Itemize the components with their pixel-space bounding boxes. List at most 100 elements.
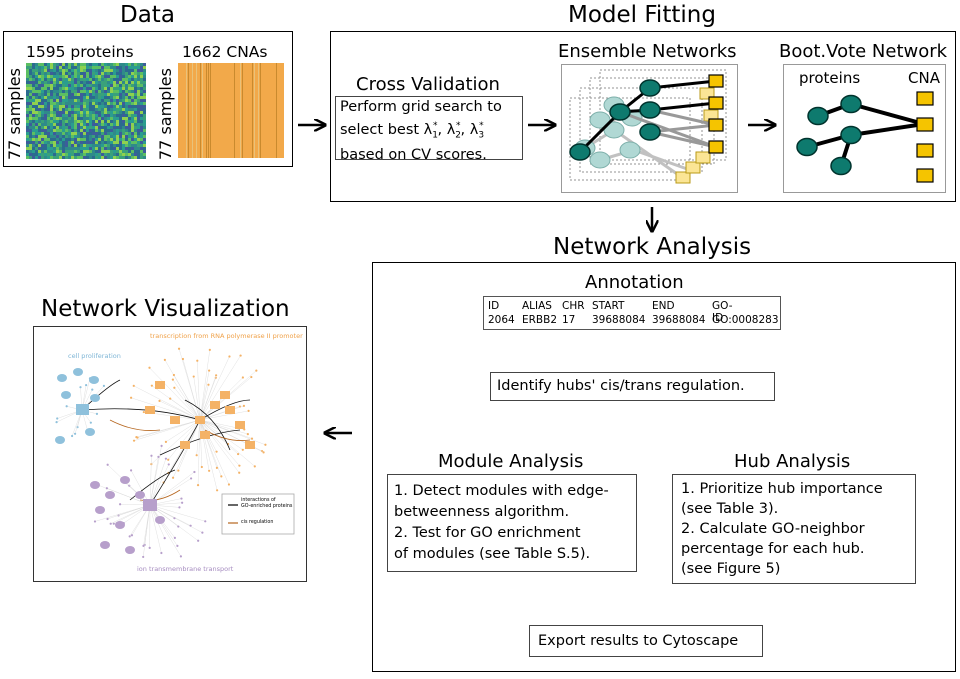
protein-heatmap-cell [128,117,131,120]
protein-heatmap-cell [107,150,110,153]
protein-heatmap-cell [110,135,113,138]
protein-heatmap-cell [68,63,71,66]
protein-heatmap-cell [107,69,110,72]
protein-heatmap-cell [68,102,71,105]
protein-heatmap-cell [125,66,128,69]
ensemble-networks-frame [561,64,738,193]
protein-heatmap-cell [143,99,146,102]
protein-heatmap-cell [83,78,86,81]
protein-heatmap-cell [92,129,95,132]
protein-heatmap-cell [119,132,122,135]
protein-heatmap-cell [74,69,77,72]
protein-heatmap-cell [44,105,47,108]
protein-heatmap-cell [26,117,29,120]
protein-heatmap-cell [134,108,137,111]
protein-heatmap-cell [86,66,89,69]
protein-heatmap-cell [119,75,122,78]
protein-heatmap-cell [32,102,35,105]
protein-heatmap-cell [41,78,44,81]
protein-heatmap-cell [101,105,104,108]
viz-peripheral-node [79,386,82,389]
protein-heatmap-cell [35,78,38,81]
viz-peripheral-node [169,397,172,400]
protein-heatmap-cell [77,138,80,141]
protein-heatmap-cell [68,150,71,153]
protein-heatmap-cell [89,120,92,123]
protein-heatmap-cell [134,69,137,72]
protein-heatmap-cell [29,87,32,90]
protein-heatmap-cell [50,96,53,99]
viz-purple-hub [143,499,157,511]
protein-heatmap-cell [41,117,44,120]
protein-heatmap-cell [56,138,59,141]
protein-heatmap-cell [83,126,86,129]
protein-heatmap-cell [122,66,125,69]
protein-heatmap-cell [134,72,137,75]
protein-heatmap-cell [122,114,125,117]
protein-heatmap-cell [71,84,74,87]
protein-heatmap-cell [137,147,140,150]
protein-heatmap-cell [95,90,98,93]
viz-purple-node [125,546,135,554]
protein-heatmap-cell [143,75,146,78]
protein-heatmap-cell [101,144,104,147]
protein-heatmap-cell [116,141,119,144]
protein-heatmap-cell [32,153,35,156]
viz-peripheral-node [196,359,199,362]
protein-heatmap-cell [125,114,128,117]
protein-heatmap-cell [122,111,125,114]
protein-heatmap-cell [110,108,113,111]
protein-heatmap-cell [26,141,29,144]
protein-heatmap-cell [35,66,38,69]
viz-edge [199,349,211,421]
protein-heatmap-cell [80,69,83,72]
protein-heatmap-cell [101,69,104,72]
protein-heatmap-cell [116,108,119,111]
protein-heatmap-cell [71,117,74,120]
protein-heatmap-cell [140,99,143,102]
viz-edge [199,356,230,421]
protein-heatmap-cell [50,135,53,138]
viz-blue-node [89,376,99,384]
protein-heatmap-cell [62,69,65,72]
protein-heatmap-cell [131,78,134,81]
protein-heatmap-cell [59,66,62,69]
protein-heatmap-cell [92,99,95,102]
hub-line-2: (see Table 3). [681,501,779,517]
protein-heatmap-cell [110,153,113,156]
protein-heatmap-cell [128,129,131,132]
protein-heatmap-cell [125,99,128,102]
viz-peripheral-node [262,451,265,454]
protein-heatmap-cell [116,78,119,81]
viz-peripheral-node [158,399,161,402]
protein-heatmap-cell [50,81,53,84]
protein-heatmap-cell [107,96,110,99]
protein-heatmap-cell [80,81,83,84]
protein-heatmap-cell [44,66,47,69]
protein-heatmap-cell [47,156,50,159]
protein-heatmap-cell [128,144,131,147]
protein-heatmap-cell [32,132,35,135]
protein-heatmap-cell [128,111,131,114]
viz-edge [199,419,266,445]
protein-heatmap-cell [128,138,131,141]
protein-heatmap-cell [86,84,89,87]
hub-analysis-box: 1. Prioritize hub importance (see Table … [672,474,916,584]
protein-heatmap-cell [119,138,122,141]
protein-heatmap-cell [38,156,41,159]
protein-heatmap-cell [98,144,101,147]
protein-heatmap-cell [131,87,134,90]
protein-heatmap-cell [122,93,125,96]
protein-heatmap-cell [95,84,98,87]
protein-heatmap-cell [62,153,65,156]
protein-heatmap-cell [65,114,68,117]
protein-heatmap-cell [101,147,104,150]
viz-peripheral-node [106,517,109,521]
protein-heatmap-cell [86,138,89,141]
protein-heatmap-cell [62,84,65,87]
protein-heatmap-cell [59,141,62,144]
protein-heatmap-cell [68,90,71,93]
protein-heatmap-cell [92,147,95,150]
protein-heatmap-cell [32,66,35,69]
protein-heatmap-cell [53,99,56,102]
